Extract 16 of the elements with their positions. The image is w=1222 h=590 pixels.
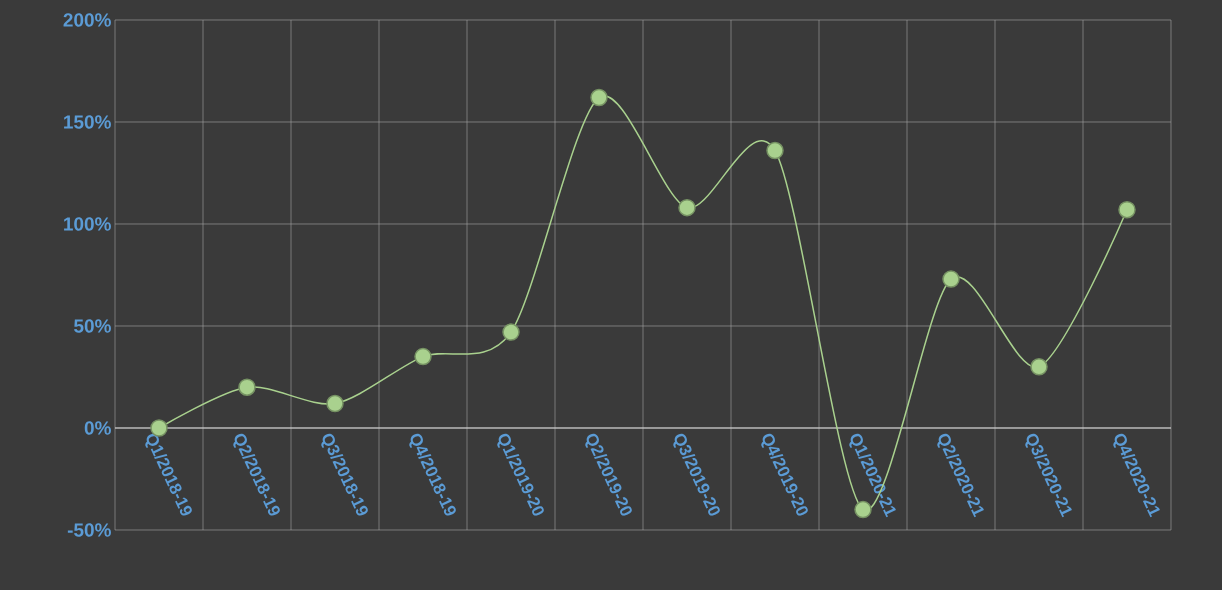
point <box>942 270 960 288</box>
point <box>1118 200 1136 219</box>
y-tick-label: -50% <box>67 523 111 537</box>
y-tick-label: 50% <box>74 319 111 333</box>
y-tick-label: 100% <box>64 217 111 231</box>
y-tick-label: 200% <box>63 13 111 27</box>
point <box>326 394 344 413</box>
y-tick-label: 0% <box>84 421 111 435</box>
point <box>502 323 520 341</box>
point <box>678 198 696 217</box>
point <box>766 141 784 160</box>
point <box>238 378 256 396</box>
point <box>414 347 432 366</box>
point <box>1030 358 1048 376</box>
y-tick-label: 150% <box>64 115 111 129</box>
point <box>590 88 608 107</box>
